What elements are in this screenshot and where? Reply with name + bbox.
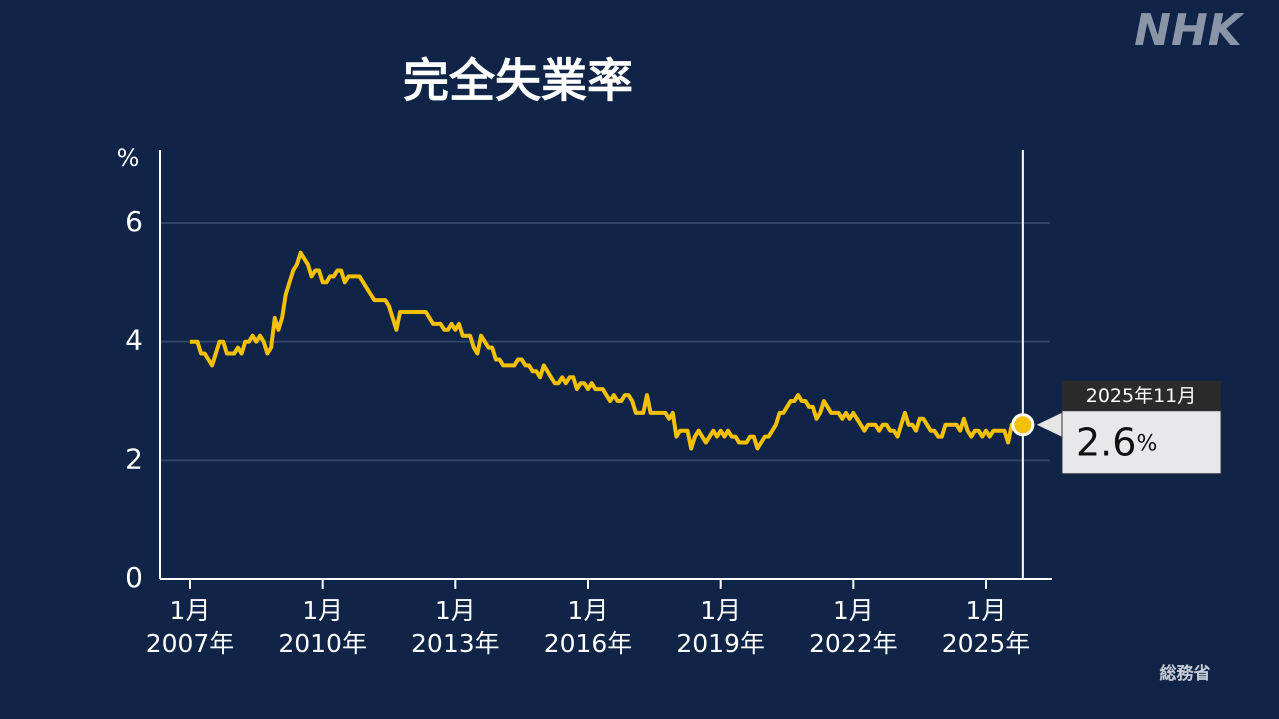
line [190, 250, 1023, 451]
callout-unit: % [1136, 432, 1157, 457]
callout-header [1062, 380, 1221, 411]
logo: NHK [1134, 5, 1245, 56]
y-tick-label: 0 [125, 561, 143, 594]
callout-body [1061, 410, 1222, 475]
x-tick-label: 1月 2019年 [676, 596, 765, 658]
source: 総務省 [1160, 663, 1211, 684]
x-tick-label: 1月 2007年 [145, 596, 235, 658]
end-point [1011, 413, 1035, 437]
x-tick-label: 1月 2025年 [941, 596, 1031, 658]
callout-number: 2.6 [1076, 420, 1136, 464]
y-unit: % [117, 144, 140, 172]
x-tick-label: 1月 2013年 [411, 596, 500, 658]
callout-value: 2.6% [1076, 420, 1157, 464]
chart-title: 完全失業率 [403, 54, 633, 108]
callout-date: 2025年11月 [1086, 385, 1197, 407]
x-tick-label: 1月 2022年 [809, 596, 898, 658]
x-tick-label: 1月 2016年 [543, 596, 633, 658]
y-tick-label: 2 [125, 442, 143, 475]
y-tick-label: 4 [125, 324, 143, 357]
callout-pointer [1036, 412, 1062, 437]
x-tick-label: 1月 2010年 [278, 596, 367, 658]
y-tick-label: 6 [125, 205, 143, 238]
